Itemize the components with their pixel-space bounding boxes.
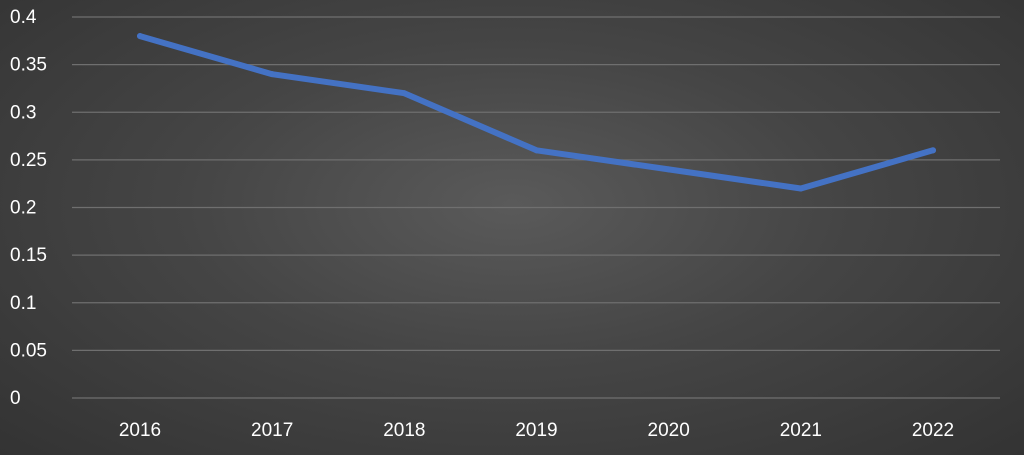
y-tick-label: 0.35 bbox=[10, 55, 47, 76]
data-point bbox=[930, 147, 936, 154]
y-tick-label: 0.2 bbox=[10, 198, 36, 219]
y-tick-label: 0.4 bbox=[10, 7, 37, 28]
data-point bbox=[269, 71, 276, 78]
data-point bbox=[401, 90, 408, 97]
x-tick-label: 2020 bbox=[648, 420, 690, 441]
data-point bbox=[533, 147, 540, 154]
y-tick-label: 0.15 bbox=[10, 245, 47, 266]
data-point bbox=[797, 185, 804, 192]
x-tick-label: 2022 bbox=[912, 420, 954, 441]
x-tick-label: 2021 bbox=[780, 420, 822, 441]
y-axis-tick-labels: 0 0.05 0.1 0.15 0.2 0.25 0.3 0.35 0.4 bbox=[10, 7, 47, 409]
y-tick-label: 0.1 bbox=[10, 293, 36, 314]
gridlines bbox=[72, 16, 1000, 399]
y-tick-label: 0.25 bbox=[10, 150, 47, 171]
y-tick-label: 0 bbox=[10, 388, 21, 409]
x-tick-label: 2016 bbox=[119, 420, 161, 441]
data-point bbox=[137, 33, 143, 40]
x-tick-label: 2017 bbox=[251, 420, 293, 441]
y-tick-label: 0.3 bbox=[10, 102, 36, 123]
series-layer bbox=[137, 33, 936, 192]
x-axis-tick-labels: 2016 2017 2018 2019 2020 2021 2022 bbox=[119, 420, 954, 441]
y-tick-label: 0.05 bbox=[10, 340, 47, 361]
x-tick-label: 2019 bbox=[515, 420, 557, 441]
data-point bbox=[665, 166, 672, 173]
x-tick-label: 2018 bbox=[383, 420, 425, 441]
